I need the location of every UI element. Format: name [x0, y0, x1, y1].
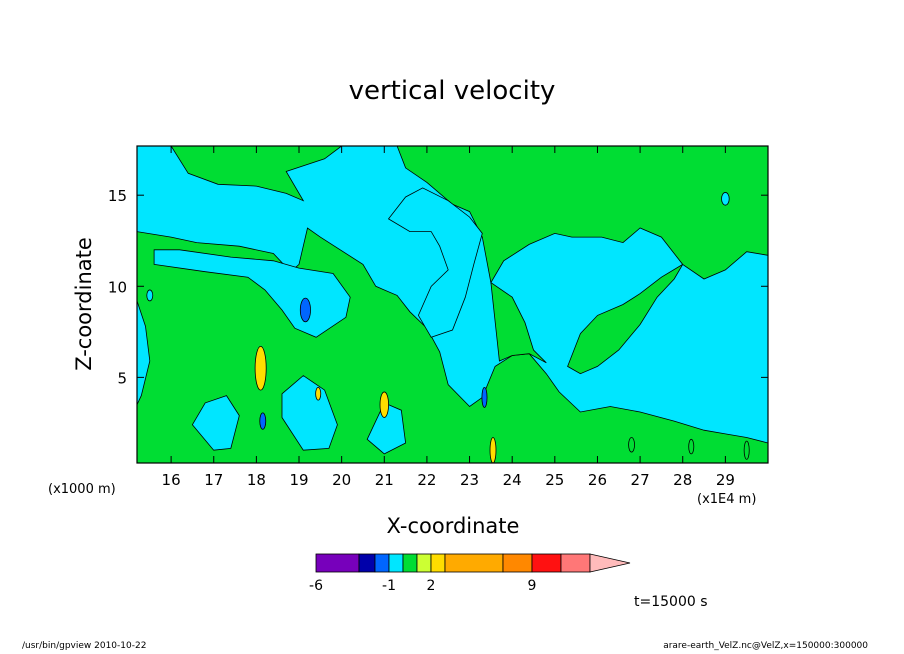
- x-tick-label: 23: [460, 471, 479, 489]
- colorbar-tick-label: 2: [427, 578, 436, 594]
- colorbar-tick-label: -6: [309, 578, 323, 594]
- green-patch-0: [567, 264, 684, 375]
- contour-cell-6: [315, 386, 322, 401]
- cyan-island-5: [137, 300, 151, 405]
- colorbar-tick-label: 9: [528, 578, 537, 594]
- x-tick-label: 21: [375, 471, 394, 489]
- footer-program-date: /usr/bin/gpview 2010-10-22: [22, 641, 147, 651]
- y-tick-label: 5: [117, 369, 127, 387]
- colorbar-level-2: [374, 553, 390, 573]
- colorbar-level-3: [388, 553, 404, 573]
- colorbar-arrow: [589, 553, 631, 573]
- x-tick-label: 26: [588, 471, 607, 489]
- y-tick-label: 10: [108, 278, 127, 296]
- colorbar-level-10: [560, 553, 591, 573]
- contour-cell-1: [379, 391, 389, 418]
- x-tick-label: 24: [503, 471, 522, 489]
- cyan-island-3: [281, 375, 338, 451]
- contour-cell-9: [743, 440, 750, 460]
- x-tick-label: 25: [545, 471, 564, 489]
- colorbar-level-0: [315, 553, 360, 573]
- colorbar-level-6: [430, 553, 446, 573]
- x-tick-label: 20: [332, 471, 351, 489]
- cyan-island-2: [191, 395, 240, 451]
- colorbar-level-9: [531, 553, 562, 573]
- contour-cell-5: [481, 386, 488, 408]
- colorbar-level-5: [416, 553, 432, 573]
- colorbar-tick-label: -1: [382, 578, 396, 594]
- y-axis-unit: (x1000 m): [48, 482, 116, 497]
- contour-cell-4: [259, 412, 267, 430]
- contour-cell-10: [688, 438, 695, 455]
- x-axis-label: X-coordinate: [386, 514, 520, 538]
- x-tick-label: 18: [247, 471, 266, 489]
- green-patch-1: [490, 281, 547, 364]
- colorbar-level-7: [444, 553, 504, 573]
- cyan-island-1: [387, 187, 483, 338]
- contour-fill-area: [137, 146, 768, 463]
- x-tick-label: 16: [162, 471, 181, 489]
- x-axis: 16 17 18 19 20 21 22 23 24 25 26 27 28 29: [162, 146, 735, 489]
- colorbar-level-8: [502, 553, 533, 573]
- x-tick-label: 28: [673, 471, 692, 489]
- time-label: t=15000 s: [634, 594, 708, 610]
- y-axis-label: Z-coordinate: [72, 237, 96, 371]
- y-axis: 5 10 15: [108, 187, 768, 387]
- x-tick-label: 27: [631, 471, 650, 489]
- contour-cell-11: [628, 437, 635, 453]
- y-tick-label: 15: [108, 187, 127, 205]
- x-tick-label: 29: [716, 471, 735, 489]
- contour-cell-8: [146, 289, 154, 302]
- chart-title: vertical velocity: [348, 76, 556, 106]
- colorbar: -6 -1 2 9: [309, 553, 631, 594]
- contour-cell-3: [299, 297, 311, 323]
- x-tick-label: 17: [204, 471, 223, 489]
- green-region-0: [137, 146, 768, 284]
- contour-cell-0: [254, 346, 267, 391]
- colorbar-level-4: [402, 553, 418, 573]
- x-tick-label: 19: [289, 471, 308, 489]
- contour-cell-2: [489, 437, 497, 463]
- plot-frame: [136, 145, 769, 464]
- colorbar-level-1: [358, 553, 376, 573]
- x-tick-label: 22: [417, 471, 436, 489]
- x-axis-unit: (x1E4 m): [697, 492, 757, 507]
- contour-cell-7: [721, 192, 730, 206]
- footer-data-source: arare-earth_VelZ.nc@VelZ,x=150000:300000: [663, 641, 868, 651]
